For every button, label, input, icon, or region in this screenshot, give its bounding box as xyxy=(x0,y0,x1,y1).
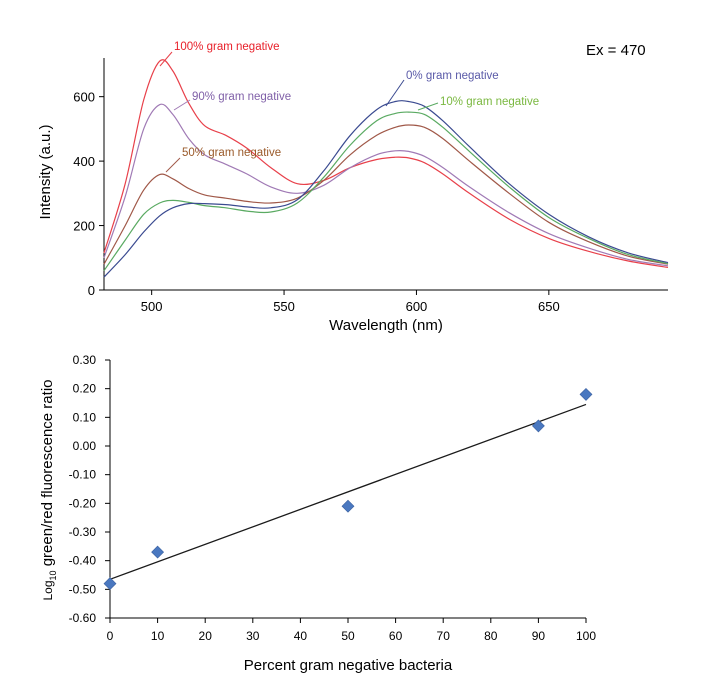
leader-100-percent xyxy=(159,51,173,67)
ratio-chart: 0.30 0.20 0.10 0.00 -0.10 -0.20 -0.30 -0.40 -0.5… xyxy=(39,353,596,674)
label-0-percent: 0% gram negative xyxy=(406,70,499,82)
ratio-y-label-log: Log xyxy=(41,580,55,600)
spectra-x-tick-label: 600 xyxy=(406,299,428,314)
data-point-4 xyxy=(579,387,593,401)
ratio-x-tick-label: 40 xyxy=(294,629,308,643)
data-point-2 xyxy=(341,499,355,513)
label-10-percent: 10% gram negative xyxy=(440,96,539,108)
data-point-0 xyxy=(103,577,117,591)
ratio-x-tick-label: 90 xyxy=(532,629,546,643)
ratio-y-tick-label: -0.40 xyxy=(69,554,97,568)
ratio-y-label-main: green/red fluorescence ratio xyxy=(39,380,56,571)
ratio-x-axis-label: Percent gram negative bacteria xyxy=(244,657,453,674)
ratio-y-tick-label: -0.10 xyxy=(69,468,97,482)
ratio-x-tick-label: 0 xyxy=(107,629,114,643)
spectra-x-tick-label: 550 xyxy=(273,299,295,314)
data-point-1 xyxy=(151,545,165,559)
ratio-x-tick-label: 50 xyxy=(341,629,355,643)
ratio-y-tick-label: 0.00 xyxy=(73,439,97,453)
label-90-percent: 90% gram negative xyxy=(192,91,291,103)
spectra-x-axis-label: Wavelength (nm) xyxy=(329,317,443,334)
spectra-y-tick-label: 600 xyxy=(73,90,95,105)
ratio-y-tick-label: -0.20 xyxy=(69,496,97,510)
spectra-chart: 0 200 400 600 500 550 600 650 Ex = 470 Wavelen… xyxy=(37,41,669,334)
ratio-y-tick-label: -0.30 xyxy=(69,525,97,539)
data-point-3 xyxy=(531,419,545,433)
spectra-y-tick-label: 200 xyxy=(73,219,95,234)
spectrum-line-3 xyxy=(103,111,669,272)
spectra-x-tick-label: 650 xyxy=(538,299,560,314)
ratio-x-tick-label: 100 xyxy=(576,629,596,643)
ratio-y-tick-label: -0.60 xyxy=(69,611,97,625)
ratio-x-tick-label: 80 xyxy=(484,629,498,643)
spectrum-line-4 xyxy=(103,100,669,278)
ratio-x-tick-label: 70 xyxy=(437,629,451,643)
leader-90-percent xyxy=(173,99,191,111)
leader-50-percent xyxy=(165,157,181,173)
ratio-y-tick-label: 0.10 xyxy=(73,410,97,424)
label-100-percent: 100% gram negative xyxy=(174,41,279,53)
leader-0-percent xyxy=(385,79,405,107)
spectra-y-tick-label: 0 xyxy=(88,283,95,298)
ratio-y-tick-label: 0.30 xyxy=(73,353,97,367)
ratio-x-tick-label: 10 xyxy=(151,629,165,643)
spectrum-line-0 xyxy=(103,59,669,268)
ratio-x-tick-label: 20 xyxy=(199,629,213,643)
ratio-y-axis-label: Log10 green/red fluorescence ratio xyxy=(39,380,58,601)
spectrum-line-1 xyxy=(103,103,669,267)
spectra-y-tick-label: 400 xyxy=(73,154,95,169)
spectra-x-tick-label: 500 xyxy=(141,299,163,314)
ratio-y-tick-label: -0.50 xyxy=(69,582,97,596)
spectra-y-axis-label: Intensity (a.u.) xyxy=(37,124,54,219)
trendline xyxy=(109,403,587,580)
label-50-percent: 50% gram negative xyxy=(182,147,281,159)
excitation-annotation: Ex = 470 xyxy=(586,42,646,59)
leader-10-percent xyxy=(417,102,439,111)
ratio-x-tick-label: 60 xyxy=(389,629,403,643)
ratio-x-tick-label: 30 xyxy=(246,629,260,643)
spectrum-line-2 xyxy=(103,124,669,265)
ratio-y-label-sub: 10 xyxy=(48,570,58,580)
ratio-y-tick-label: 0.20 xyxy=(73,382,97,396)
